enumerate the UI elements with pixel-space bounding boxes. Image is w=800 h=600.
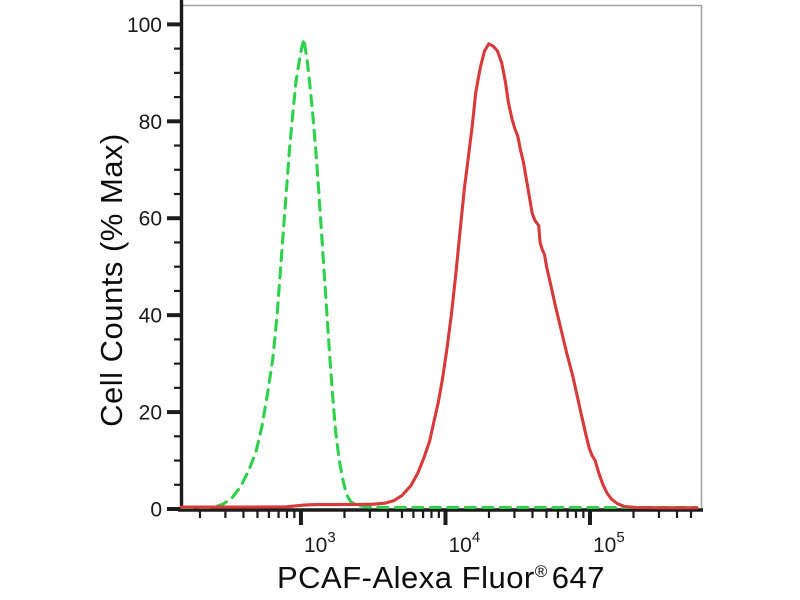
x-axis-title-tail: 647 [551,560,606,595]
y-tick-label: 20 [139,402,162,425]
x-axis-title: PCAF-Alexa Fluor® 647 [277,560,605,596]
y-tick-label: 40 [139,305,162,328]
x-axis-title-main: PCAF-Alexa Fluor [276,560,535,595]
x-tick-label: 103 [304,529,336,557]
y-axis-title: Cell Counts (% Max) [94,133,129,427]
x-tick-label: 105 [593,529,625,557]
x-tick-label: 104 [448,529,480,557]
registered-trademark-symbol: ® [534,561,548,581]
y-tick-label: 0 [150,499,162,522]
y-tick-label: 80 [139,111,162,134]
y-tick-label: 60 [139,208,162,231]
green-dashed-curve [180,37,699,510]
red-solid-curve [179,42,699,510]
y-tick-label: 100 [127,14,162,37]
